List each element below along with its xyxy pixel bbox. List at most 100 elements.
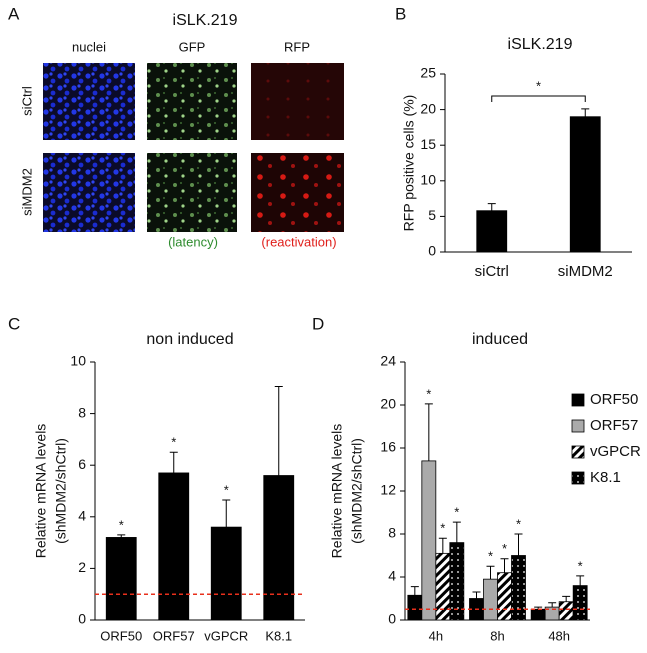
- panel-letter: C: [8, 314, 20, 333]
- error-bar: [424, 403, 433, 461]
- legend-label: ORF57: [590, 417, 638, 434]
- panel-letter: B: [395, 4, 406, 23]
- significance-label: *: [440, 521, 445, 536]
- bar: [476, 210, 508, 253]
- y-tick-label: 2: [78, 559, 86, 575]
- significance-label: *: [426, 386, 431, 401]
- y-tick-label: 4: [388, 568, 396, 584]
- panel-title: iSLK.219: [173, 12, 238, 29]
- y-tick-label: 16: [380, 439, 396, 455]
- error-bar: [472, 591, 481, 599]
- y-tick-label: 0: [78, 611, 86, 627]
- chart-title: iSLK.219: [508, 36, 573, 53]
- y-tick-label: 24: [380, 353, 396, 369]
- error-bar: [581, 108, 590, 117]
- error-bar: [410, 586, 419, 596]
- legend-swatch: [571, 445, 585, 459]
- error-bar: [486, 565, 495, 580]
- significance-label: *: [224, 482, 229, 497]
- y-tick-label: 20: [420, 100, 436, 116]
- x-tick-label: siCtrl: [475, 263, 509, 280]
- x-tick-label: 48h: [548, 628, 570, 643]
- error-bar: [562, 595, 571, 602]
- bar: [263, 475, 295, 621]
- row-label: siCtrl: [19, 86, 34, 116]
- significance-label: *: [454, 505, 459, 520]
- bar: [483, 578, 498, 621]
- x-tick-label: 4h: [429, 628, 443, 643]
- significance-label: *: [502, 541, 507, 556]
- column-label: GFP: [179, 39, 206, 54]
- y-tick-label: 10: [70, 353, 86, 369]
- x-tick-label: ORF50: [100, 628, 142, 643]
- legend-swatch: [571, 471, 585, 485]
- error-bar: [438, 537, 447, 554]
- x-tick-label: vGPCR: [204, 628, 248, 643]
- y-tick-label: 8: [388, 525, 396, 541]
- micrograph: [251, 153, 344, 232]
- error-bar: [452, 521, 461, 543]
- legend-label: ORF50: [590, 391, 638, 408]
- significance-label: *: [578, 558, 583, 573]
- error-bar: [514, 533, 523, 556]
- y-tick-label: 15: [420, 136, 436, 152]
- micrograph: [147, 153, 237, 232]
- y-tick-label: 0: [428, 243, 436, 259]
- column-label: RFP: [284, 39, 310, 54]
- error-bar: [500, 558, 509, 573]
- significance-bracket: [491, 95, 586, 102]
- micrograph: [251, 63, 344, 140]
- micrograph: [43, 153, 135, 232]
- bar: [497, 572, 512, 621]
- bar: [105, 537, 137, 621]
- error-bar: [487, 203, 496, 211]
- y-tick-label: 4: [78, 508, 86, 524]
- x-tick-label: ORF57: [153, 628, 195, 643]
- chart-title: non induced: [146, 331, 233, 348]
- y-axis-label: (shMDM2/shCtrl): [349, 438, 365, 544]
- error-bar: [576, 575, 585, 586]
- error-bar: [169, 451, 178, 473]
- bar: [158, 472, 190, 621]
- micrograph: [147, 63, 237, 140]
- bar: [558, 601, 574, 621]
- significance-label: *: [119, 517, 124, 532]
- y-tick-label: 0: [388, 611, 396, 627]
- y-tick-label: 5: [428, 207, 436, 223]
- significance-label: *: [536, 78, 541, 93]
- panel-letter: D: [312, 314, 324, 333]
- y-tick-label: 8: [78, 404, 86, 420]
- panel-letter: A: [8, 4, 20, 23]
- legend-label: K8.1: [590, 469, 621, 486]
- legend-label: vGPCR: [590, 443, 641, 460]
- bar: [407, 594, 423, 621]
- error-bar: [222, 499, 231, 528]
- bar: [530, 608, 546, 621]
- y-tick-label: 6: [78, 456, 86, 472]
- error-bar: [117, 534, 126, 538]
- bar: [435, 552, 451, 621]
- error-bar: [548, 602, 557, 608]
- caption: (latency): [168, 234, 218, 249]
- y-tick-label: 10: [420, 172, 436, 188]
- significance-label: *: [171, 435, 176, 450]
- legend-swatch: [571, 393, 585, 407]
- bar: [572, 585, 588, 621]
- row-label: siMDM2: [19, 168, 34, 216]
- x-tick-label: K8.1: [265, 628, 292, 643]
- x-tick-label: 8h: [490, 628, 504, 643]
- bar: [421, 460, 437, 621]
- significance-label: *: [516, 516, 521, 531]
- bar: [210, 526, 242, 621]
- x-tick-label: siMDM2: [558, 263, 613, 280]
- caption: (reactivation): [261, 234, 336, 249]
- y-axis-label: (shMDM2/shCtrl): [53, 438, 69, 544]
- y-tick-label: 25: [420, 65, 436, 81]
- chart-title: induced: [472, 331, 528, 348]
- bar: [449, 542, 465, 621]
- significance-label: *: [488, 549, 493, 564]
- y-tick-label: 20: [380, 396, 396, 412]
- y-axis-label: Relative mRNA levels: [329, 424, 345, 559]
- y-axis-label: Relative mRNA levels: [33, 424, 49, 559]
